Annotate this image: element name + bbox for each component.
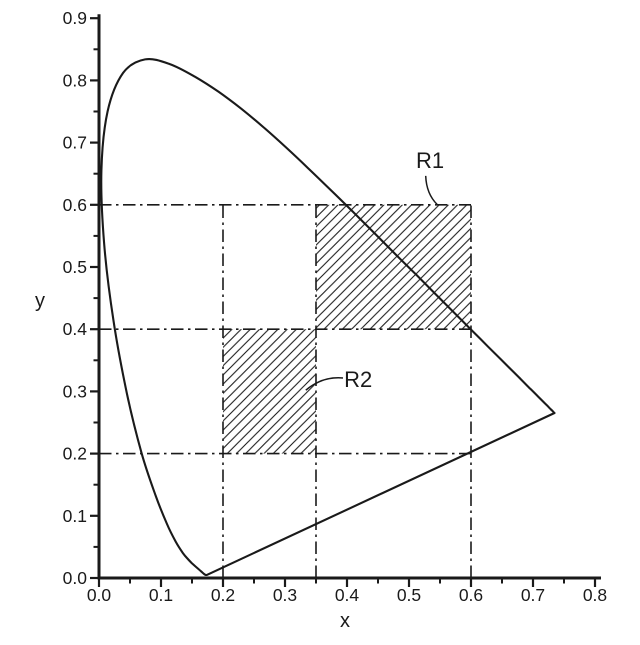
y-tick-label: 0.8 [63,70,87,90]
y-tick-label: 0.1 [63,506,87,526]
region-label-r1: R1 [416,148,444,173]
hatched-regions-group [223,204,471,454]
y-tick-label: 0.6 [63,195,87,215]
spectral-locus-curve [100,58,556,577]
x-tick-label: 0.5 [397,585,421,605]
y-tick-label: 0.3 [63,381,87,401]
y-axis-label: y [35,290,45,312]
x-tick-label: 0.6 [459,585,483,605]
x-tick-label: 0.0 [87,585,112,605]
y-tick-label: 0.4 [63,319,88,339]
y-tick-label: 0.5 [63,257,87,277]
leader-line-r1 [424,175,438,206]
x-tick-label: 0.8 [583,585,607,605]
y-tick-label: 0.9 [63,8,87,28]
annotations-group: R1 R2 [305,148,444,392]
leader-line-r2 [305,377,344,391]
x-tick-label: 0.7 [521,585,545,605]
y-tick-label: 0.2 [63,444,87,464]
y-tick-label: 0.0 [63,568,88,588]
y-tick-label: 0.7 [63,133,87,153]
x-axis-label: x [340,610,350,632]
region-label-r2: R2 [344,367,372,392]
region-r1-hatch [316,204,471,330]
x-tick-label: 0.1 [149,585,173,605]
x-tick-label: 0.3 [273,585,297,605]
axes-group: 0.0 0.1 0.2 0.3 0.4 0.5 0.6 0.7 0.8 0.0 0.1 0.2 0.3 0… [35,8,607,632]
x-tick-label: 0.4 [335,585,360,605]
region-r2-hatch [223,329,316,454]
spectral-locus-group [100,58,556,577]
x-tick-label: 0.2 [211,585,235,605]
guide-lines-group [99,204,472,578]
